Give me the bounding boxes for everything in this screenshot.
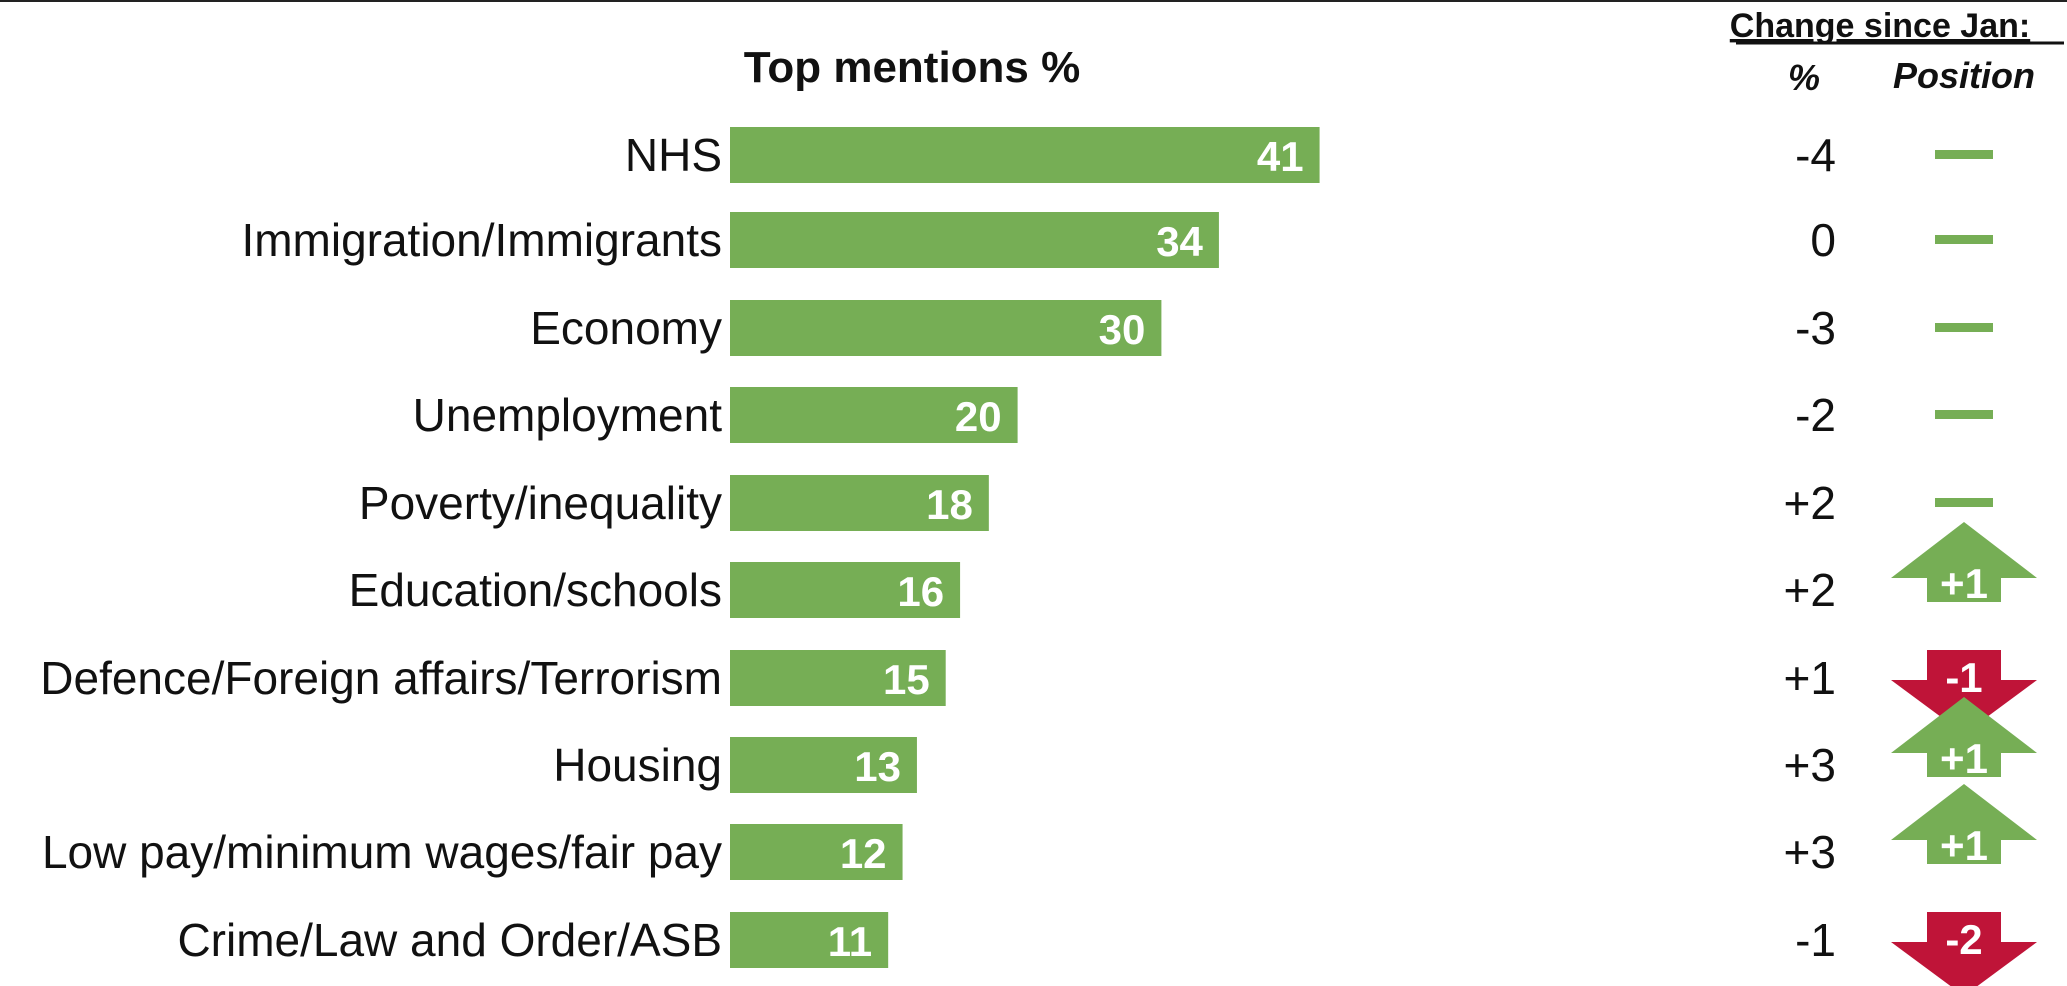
position-change-label: -1 [1945,654,1982,701]
position-change-label: +1 [1940,560,1988,607]
chart-rows: NHS 41 -4 Immigration/Immigrants 34 0 Economy 3… [40,127,2037,986]
no-change-dash [1935,323,1993,332]
category-label: Economy [530,302,722,354]
chart-title: Top mentions % [744,43,1081,92]
bar [730,127,1320,183]
category-label: NHS [625,129,722,181]
change-pct-value: -4 [1795,129,1836,181]
no-change-dash [1935,498,1993,507]
no-change-dash [1935,235,1993,244]
change-pct-value: +2 [1784,564,1836,616]
category-label: Defence/Foreign affairs/Terrorism [40,652,722,704]
category-label: Unemployment [413,389,723,441]
change-pct-value: -2 [1795,389,1836,441]
data-label: 41 [1257,133,1304,180]
data-label: 16 [897,568,944,615]
category-label: Housing [553,739,722,791]
position-change-label: +1 [1940,735,1988,782]
change-pct-value: -3 [1795,302,1836,354]
change-header: Change since Jan: [1730,7,2030,45]
change-pct-value: +3 [1784,739,1836,791]
data-label: 18 [926,481,973,528]
change-pct-value: 0 [1810,214,1836,266]
data-label: 11 [828,918,872,965]
data-label: 34 [1156,218,1203,265]
category-label: Low pay/minimum wages/fair pay [42,826,722,878]
category-label: Poverty/inequality [359,477,722,529]
change-position-header: Position [1893,55,2035,96]
bar [730,300,1161,356]
data-label: 15 [883,656,930,703]
position-change-label: +1 [1940,822,1988,869]
change-pct-value: +2 [1784,477,1836,529]
position-change-label: -2 [1945,916,1982,963]
change-pct-value: -1 [1795,914,1836,966]
data-label: 30 [1099,306,1146,353]
change-pct-value: +1 [1784,652,1836,704]
bar [730,212,1219,268]
category-label: Immigration/Immigrants [241,214,722,266]
data-label: 20 [955,393,1002,440]
change-pct-value: +3 [1784,826,1836,878]
change-pct-header: % [1788,57,1820,98]
no-change-dash [1935,150,1993,159]
data-label: 13 [854,743,901,790]
data-label: 12 [840,830,887,877]
category-label: Crime/Law and Order/ASB [177,914,722,966]
no-change-dash [1935,410,1993,419]
category-label: Education/schools [349,564,722,616]
